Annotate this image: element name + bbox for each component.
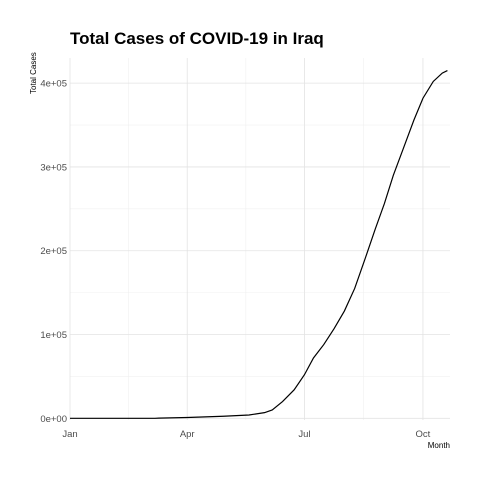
y-tick-label: 2e+05: [40, 246, 67, 257]
grid: [69, 58, 450, 420]
series-line: [70, 70, 448, 419]
y-tick-label: 1e+05: [40, 330, 67, 341]
y-tick-label: 0e+00: [40, 414, 67, 425]
y-axis-label: Total Cases: [29, 52, 38, 94]
x-axis-label: Month: [428, 441, 450, 450]
x-tick-labels: Jan Apr Jul Oct: [62, 429, 430, 440]
x-tick-label: Apr: [180, 429, 195, 440]
x-tick-label: Oct: [416, 429, 431, 440]
series-group: [70, 70, 448, 419]
x-tick-label: Jan: [62, 429, 77, 440]
x-tick-label: Jul: [298, 429, 310, 440]
chart-title: Total Cases of COVID-19 in Iraq: [70, 29, 324, 48]
y-tick-label: 4e+05: [40, 79, 67, 90]
y-tick-label: 3e+05: [40, 162, 67, 173]
y-tick-labels: 0e+00 1e+05 2e+05 3e+05 4e+05: [40, 79, 67, 425]
